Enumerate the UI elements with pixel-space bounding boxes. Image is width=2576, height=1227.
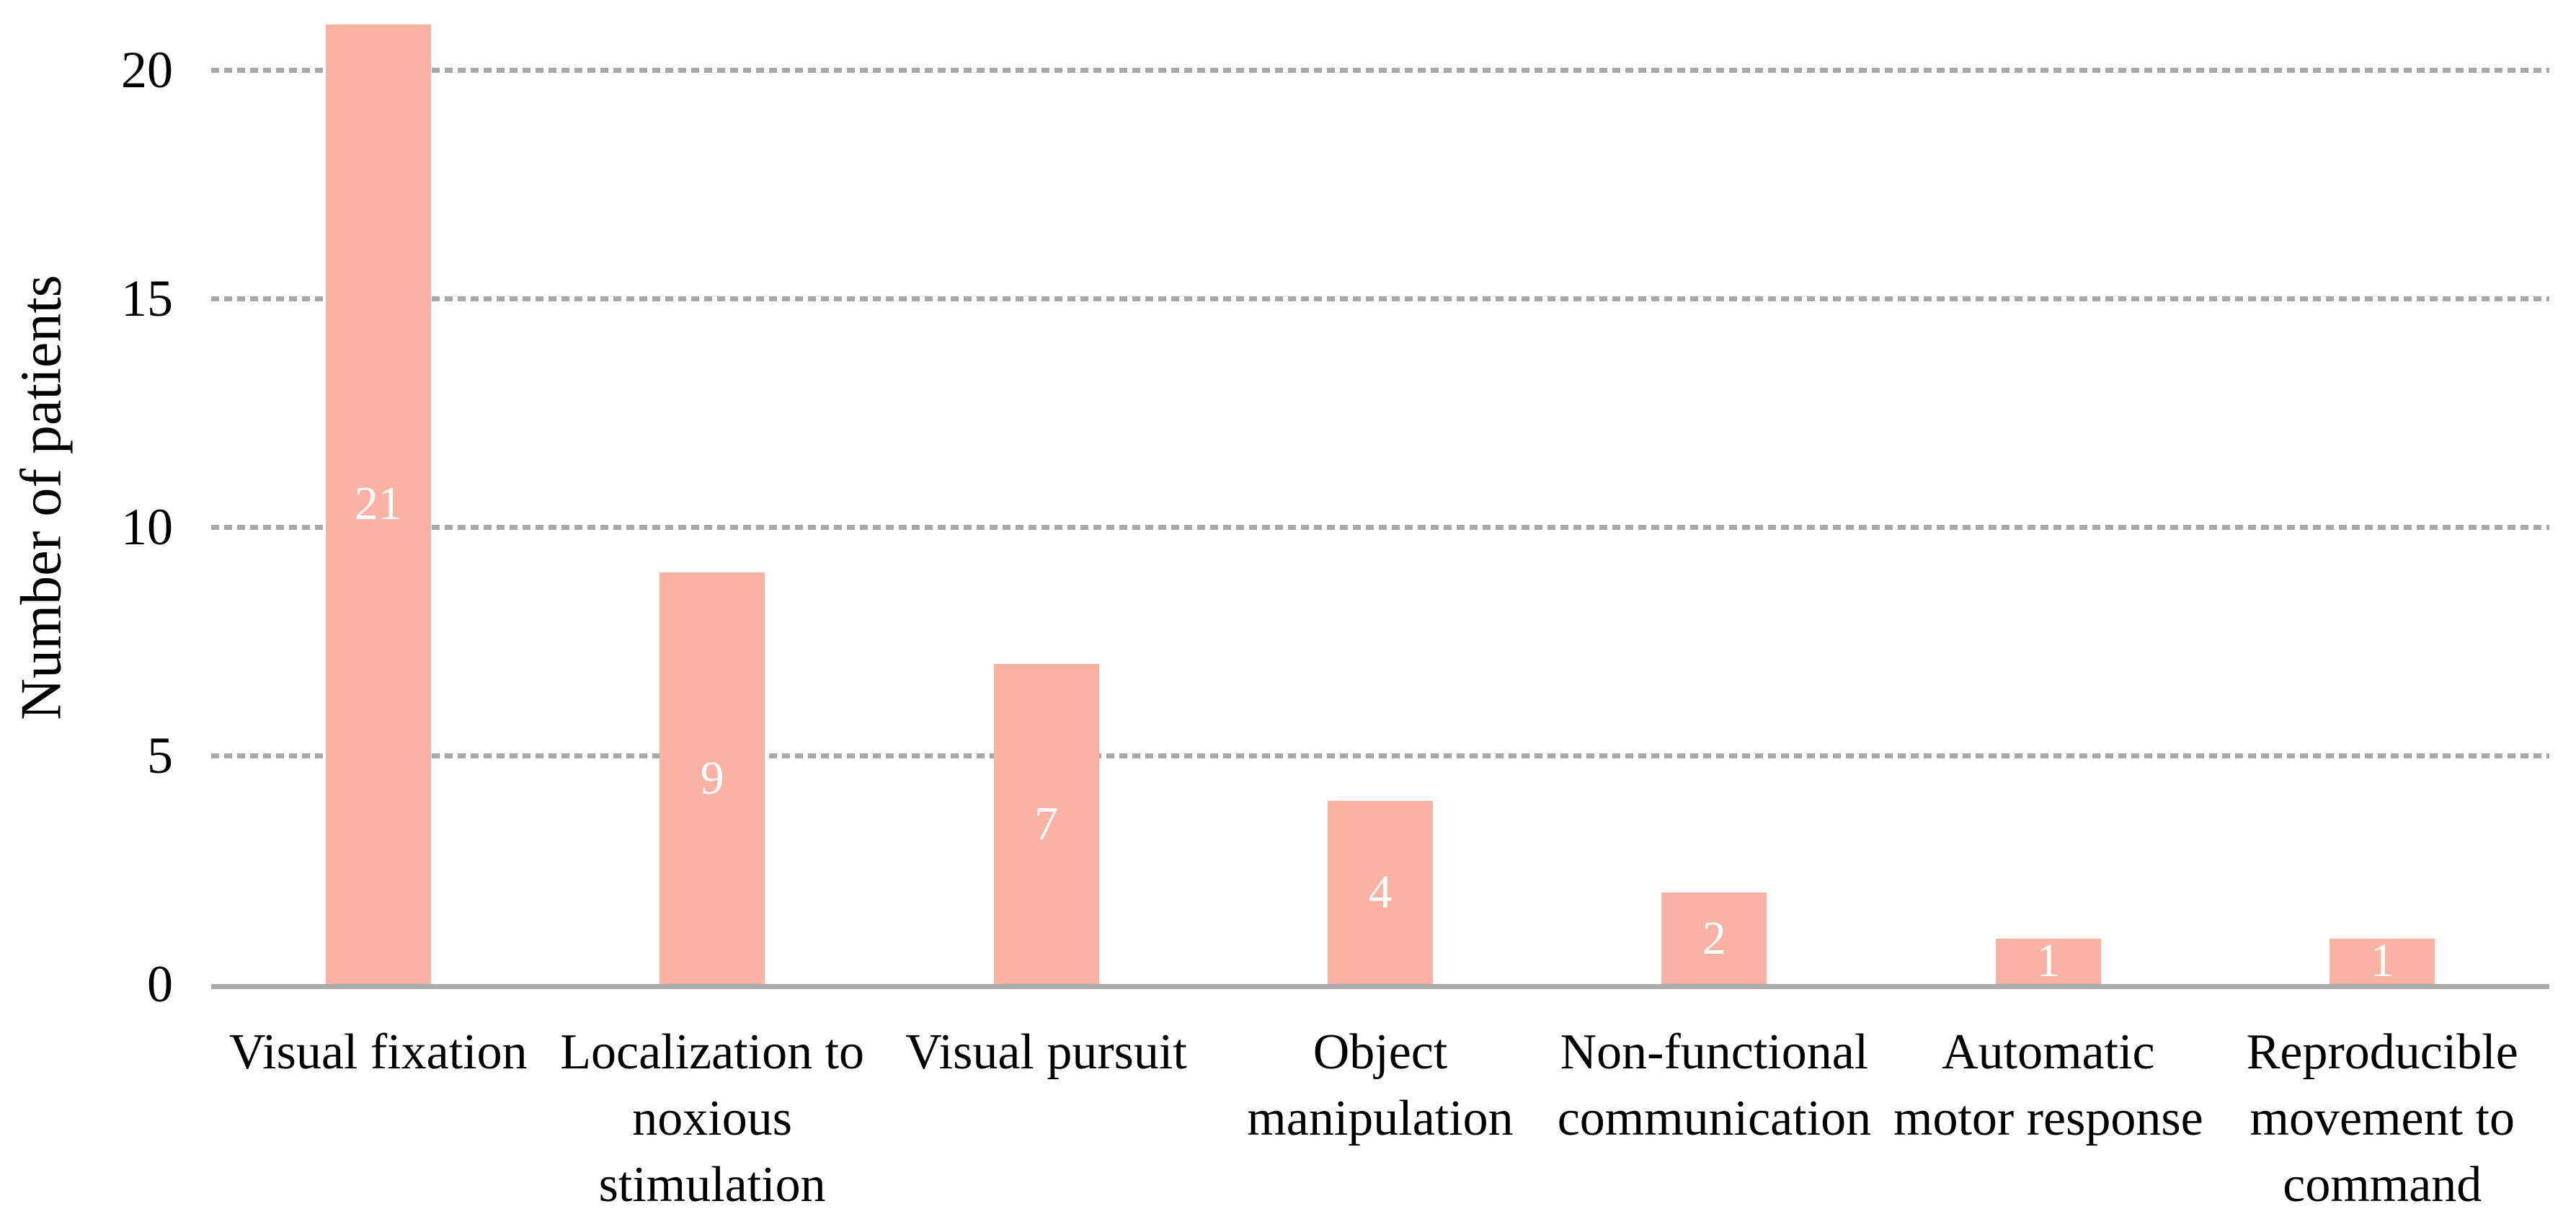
x-category-label: Reproducible movement to command <box>2216 1019 2549 1218</box>
x-category-label-line: Localization to <box>560 1024 865 1080</box>
x-category-label-line: Visual fixation <box>228 1024 528 1080</box>
gridline-y15 <box>211 296 2549 301</box>
bar: 7 <box>993 664 1099 984</box>
x-category-label: Automatic motor response <box>1881 1019 2215 1152</box>
x-category-label-line: communication <box>1557 1091 1872 1146</box>
bar: 1 <box>1995 934 2101 988</box>
x-category-label-line: noxious <box>632 1091 792 1146</box>
bar-value-label: 2 <box>1702 911 1726 965</box>
gridline-y10 <box>211 524 2549 530</box>
bar: 4 <box>1328 801 1433 984</box>
bar-value-label: 1 <box>2036 934 2061 988</box>
x-category-label-line: Reproducible <box>2246 1024 2518 1080</box>
x-category-label-line: stimulation <box>598 1157 826 1213</box>
y-tick-label-10: 10 <box>121 498 173 556</box>
y-tick-label-15: 15 <box>121 270 173 327</box>
bar: 21 <box>325 24 431 984</box>
x-category-label-line: Automatic <box>1942 1024 2155 1080</box>
x-category-label-line: command <box>2283 1157 2482 1213</box>
y-tick-label-5: 5 <box>147 727 173 784</box>
bar: 9 <box>659 572 765 984</box>
bar-value-label: 1 <box>2370 934 2394 988</box>
x-category-label: Visual fixation <box>211 1019 545 1086</box>
x-category-label-line: movement to <box>2249 1091 2515 1146</box>
bar-value-label: 9 <box>700 751 724 805</box>
x-category-label-line: Visual pursuit <box>905 1024 1187 1080</box>
bar-value-label: 4 <box>1368 866 1393 919</box>
bar: 2 <box>1661 892 1767 984</box>
x-category-label-line: manipulation <box>1247 1091 1514 1146</box>
gridline-y5 <box>211 753 2549 758</box>
x-category-label: Visual pursuit <box>879 1019 1213 1086</box>
y-tick-label-0: 0 <box>147 955 173 1013</box>
bar: 1 <box>2329 934 2435 988</box>
y-tick-label-20: 20 <box>121 41 173 99</box>
bar-value-label: 7 <box>1034 797 1059 851</box>
x-category-label-line: Object <box>1313 1024 1448 1080</box>
bar-value-label: 21 <box>354 477 402 531</box>
x-category-label-line: Non-functional <box>1560 1024 1869 1080</box>
gridline-y20 <box>211 67 2549 73</box>
x-category-label: Localization to noxious stimulation <box>545 1019 879 1218</box>
x-category-label: Object manipulation <box>1213 1019 1547 1152</box>
x-category-label: Non-functional communication <box>1547 1019 1881 1152</box>
x-axis-line <box>211 984 2549 989</box>
x-category-label-line: motor response <box>1893 1091 2203 1146</box>
